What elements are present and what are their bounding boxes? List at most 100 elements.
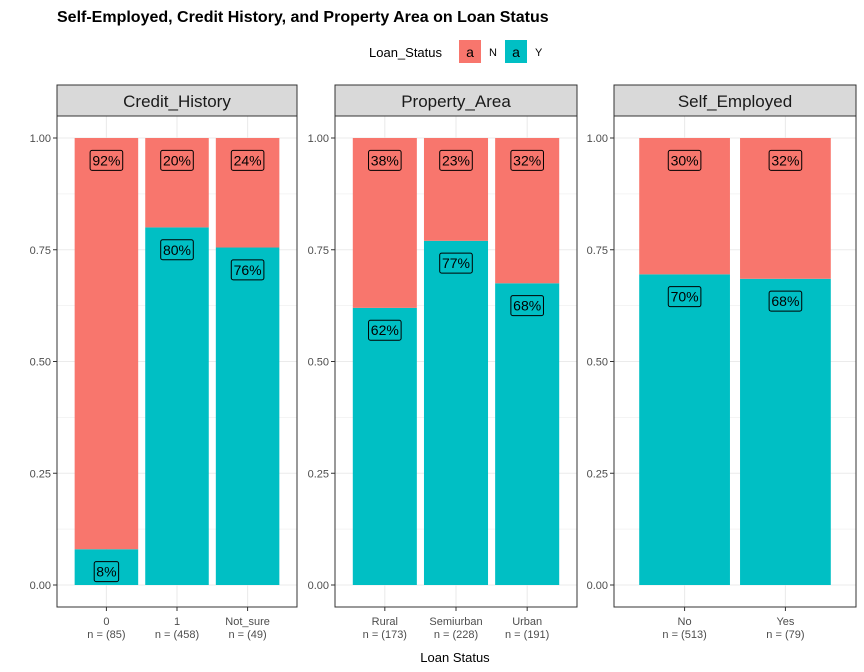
x-tick-count: n = (49) — [228, 629, 266, 641]
legend-key-n — [459, 40, 481, 63]
data-label-y: 77% — [442, 255, 470, 271]
x-tick-count: n = (173) — [363, 629, 407, 641]
data-label-n: 23% — [442, 152, 470, 168]
x-tick-label: 1 — [174, 616, 180, 628]
data-label-y-box — [93, 561, 120, 583]
x-tick-label: Not_sure — [225, 616, 270, 628]
x-tick-count: n = (79) — [766, 629, 804, 641]
x-tick-count: n = (458) — [155, 629, 199, 641]
data-label-y-box — [439, 252, 473, 274]
bar-segment-y — [74, 549, 139, 585]
data-label-n: 38% — [371, 152, 399, 168]
legend-key-y — [505, 40, 527, 63]
y-tick-label: 0.75 — [30, 245, 51, 257]
bar-segment-n — [639, 138, 730, 275]
x-tick-label: No — [678, 616, 692, 628]
y-tick-label: 0.00 — [587, 580, 608, 592]
x-tick-count: n = (85) — [87, 629, 125, 641]
y-tick-label: 0.75 — [587, 245, 608, 257]
bar-segment-n — [74, 138, 139, 550]
data-label-n-box — [160, 149, 194, 171]
legend-label-y: Y — [535, 47, 543, 59]
x-axis-title: Loan Status — [420, 650, 490, 665]
y-tick-label: 0.25 — [308, 468, 329, 480]
data-label-n: 32% — [771, 152, 799, 168]
panel-border — [56, 115, 298, 608]
data-label-n-box — [89, 149, 124, 171]
bar-segment-n — [352, 138, 417, 308]
data-label-n: 92% — [92, 152, 120, 168]
data-label-y: 80% — [163, 242, 191, 258]
data-label-y: 8% — [96, 564, 116, 580]
y-tick-label: 0.50 — [30, 357, 51, 369]
data-label-n-box — [439, 149, 473, 171]
data-label-n: 20% — [163, 152, 191, 168]
bar-segment-y — [495, 283, 560, 585]
chart-title: Self-Employed, Credit History, and Prope… — [57, 9, 549, 26]
data-label-y: 70% — [671, 289, 699, 305]
data-label-y-box — [667, 286, 702, 308]
bar-segment-y — [423, 240, 489, 585]
bar-segment-y — [352, 307, 417, 585]
data-label-y-box — [768, 290, 803, 312]
bar-segment-y — [215, 247, 280, 585]
data-label-n-box — [667, 149, 702, 171]
x-tick-label: Urban — [512, 616, 542, 628]
y-tick-label: 0.75 — [308, 245, 329, 257]
legend-key-glyph: a — [466, 44, 474, 60]
x-tick-count: n = (513) — [662, 629, 706, 641]
legend-title: Loan_Status — [369, 45, 443, 60]
y-tick-label: 0.50 — [308, 357, 329, 369]
data-label-n: 32% — [513, 152, 541, 168]
data-label-y: 68% — [513, 298, 541, 314]
data-label-y-box — [160, 239, 194, 261]
data-label-y: 76% — [234, 262, 262, 278]
bar-segment-n — [215, 138, 280, 248]
x-tick-count: n = (228) — [434, 629, 478, 641]
y-tick-label: 0.25 — [587, 468, 608, 480]
facet-strip — [56, 84, 298, 117]
legend-key-glyph: a — [512, 44, 520, 60]
panel-border — [334, 115, 578, 608]
data-label-n-box — [368, 149, 402, 171]
data-label-n-box — [230, 149, 265, 171]
panel-border — [613, 115, 857, 608]
facet-strip-label: Property_Area — [401, 92, 511, 111]
facet-strip — [613, 84, 857, 117]
legend-label-n: N — [489, 47, 497, 59]
facet-strip-label: Self_Employed — [678, 92, 792, 111]
data-label-n: 24% — [234, 152, 262, 168]
data-label-n-box — [768, 149, 803, 171]
facet-strip-label: Credit_History — [123, 92, 231, 111]
bar-segment-n — [423, 138, 489, 241]
data-label-y-box — [368, 319, 402, 341]
x-tick-label: Semiurban — [429, 616, 482, 628]
x-tick-label: 0 — [103, 616, 109, 628]
data-label-y: 62% — [371, 322, 399, 338]
y-tick-label: 0.25 — [30, 468, 51, 480]
x-tick-count: n = (191) — [505, 629, 549, 641]
y-tick-label: 0.50 — [587, 357, 608, 369]
data-label-y-box — [510, 295, 544, 317]
bar-segment-y — [639, 274, 730, 585]
y-tick-label: 1.00 — [30, 133, 51, 145]
bar-segment-n — [495, 138, 560, 284]
facet-strip — [334, 84, 578, 117]
y-tick-label: 1.00 — [308, 133, 329, 145]
y-tick-label: 0.00 — [30, 580, 51, 592]
y-tick-label: 0.00 — [308, 580, 329, 592]
bar-segment-n — [740, 138, 831, 279]
panel-self-employed: Self_Employed 30% 70% Non = (513) 32% 68% Yesn… — [587, 84, 857, 641]
bar-segment-y — [145, 227, 209, 585]
x-tick-label: Rural — [372, 616, 398, 628]
data-label-n-box — [510, 149, 544, 171]
data-label-y-box — [230, 259, 265, 281]
data-label-n: 30% — [671, 152, 699, 168]
data-label-y: 68% — [771, 293, 799, 309]
bar-segment-n — [145, 138, 209, 228]
